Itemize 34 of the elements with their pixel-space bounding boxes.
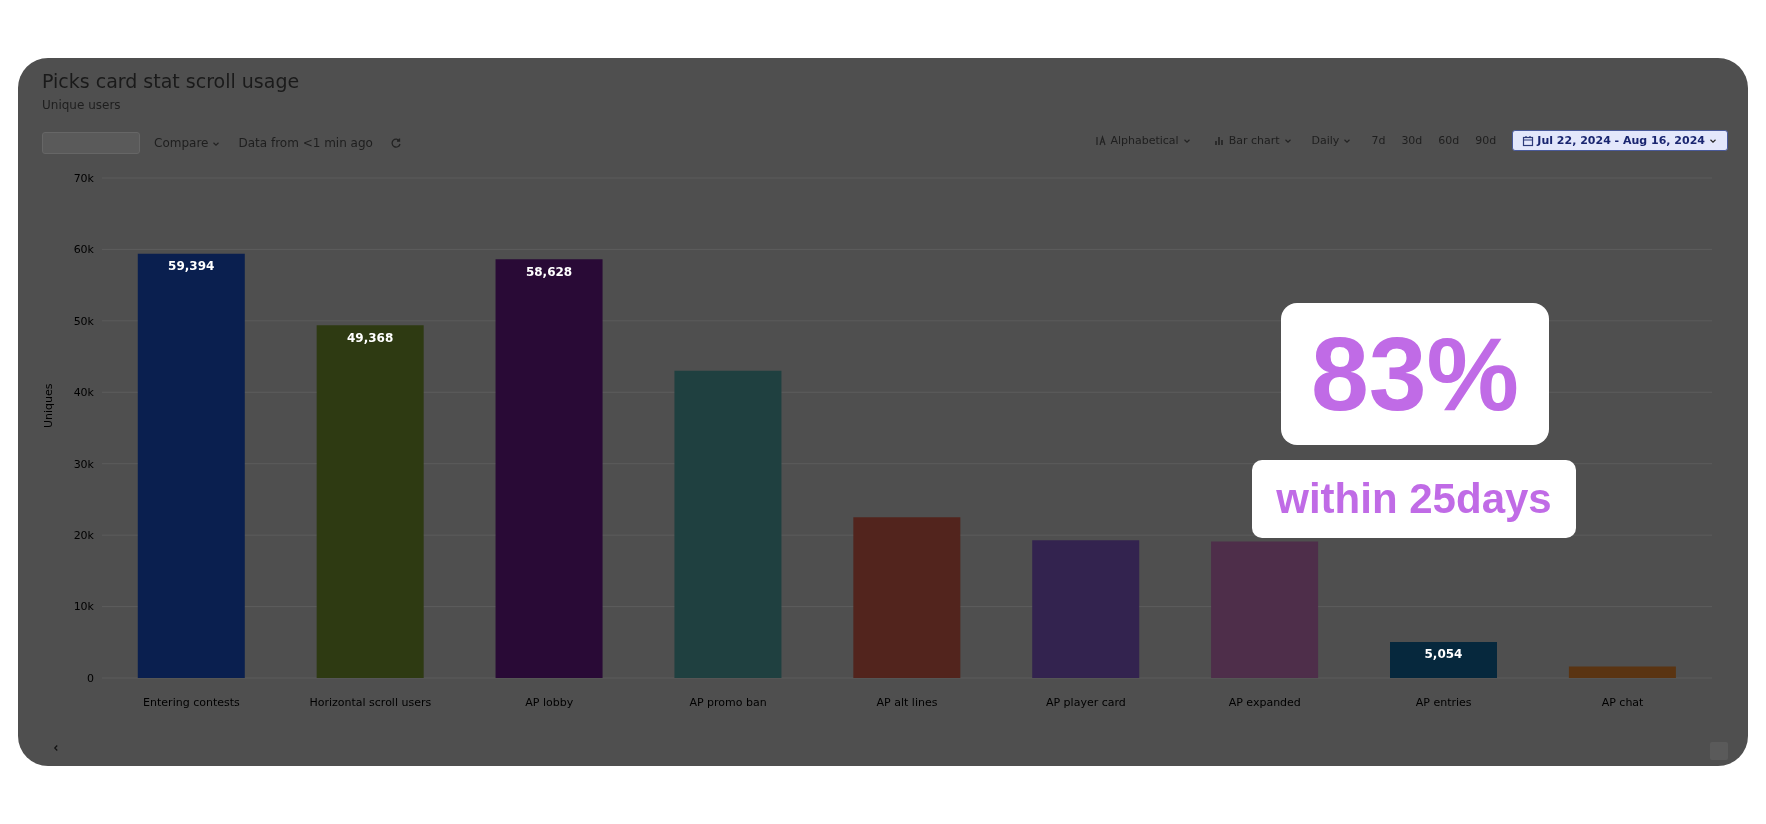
- y-tick-label: 40k: [73, 386, 95, 400]
- bar: [1568, 666, 1676, 678]
- x-tick-label: Entering contests: [143, 695, 241, 709]
- y-tick-label: 60k: [73, 243, 95, 257]
- x-tick-label: AP alt lines: [876, 695, 938, 709]
- y-tick-label: 30k: [73, 457, 95, 471]
- bar: [853, 517, 961, 678]
- bar: [1390, 641, 1497, 678]
- text: Jul 22, 2024 - Aug 16, 2024: [1512, 130, 1728, 151]
- data-label: 59,394: [168, 259, 215, 274]
- bar: [1032, 540, 1140, 678]
- data-label: 49,368: [347, 330, 394, 345]
- data-label: 58,628: [525, 264, 573, 279]
- y-tick-label: 70k: [73, 171, 95, 185]
- bar: [674, 370, 782, 678]
- x-tick-label: AP expanded: [1228, 695, 1301, 709]
- x-tick-label: AP chat: [1601, 695, 1645, 709]
- y-tick-label: 0: [87, 671, 94, 685]
- data-label: 5,054: [1424, 647, 1463, 662]
- bar: [316, 325, 424, 678]
- y-tick-label: 10k: [73, 600, 95, 614]
- x-tick-label: AP player card: [1045, 695, 1126, 709]
- y-axis-title: Uniques: [41, 383, 55, 428]
- x-tick-label: Horizontal scroll users: [309, 695, 432, 709]
- bar: [495, 259, 603, 678]
- x-tick-label: AP promo ban: [689, 695, 767, 709]
- bar: [1211, 541, 1319, 678]
- y-tick-label: 20k: [73, 529, 95, 543]
- x-tick-label: AP entries: [1415, 695, 1472, 709]
- annotation: 83%: [1281, 303, 1549, 445]
- annotation: within 25days: [1252, 460, 1576, 538]
- y-tick-label: 50k: [73, 314, 95, 328]
- bar: [137, 253, 245, 678]
- x-tick-label: AP lobby: [525, 695, 574, 709]
